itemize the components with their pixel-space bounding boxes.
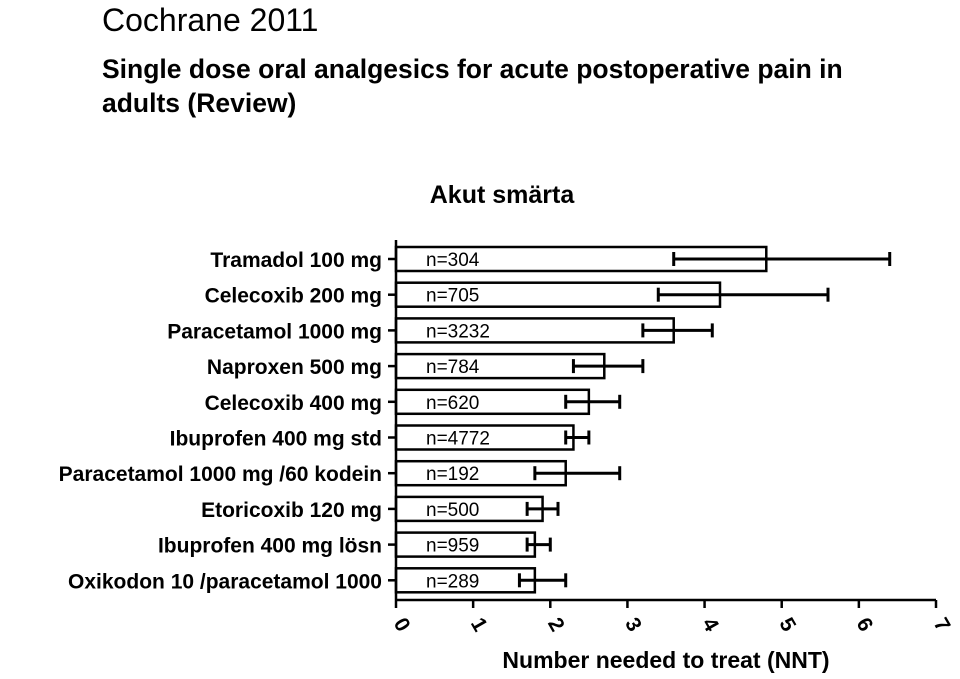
n-label: n=705	[426, 286, 479, 307]
category-label: Ibuprofen 400 mg std	[170, 428, 382, 451]
n-label: n=959	[426, 536, 479, 557]
category-label: Paracetamol 1000 mg /60 kodein	[59, 463, 382, 486]
n-label: n=304	[426, 250, 480, 271]
n-label: n=3232	[426, 321, 490, 342]
n-label: n=4772	[426, 429, 490, 450]
category-label: Celecoxib 200 mg	[205, 285, 382, 308]
n-label: n=784	[426, 357, 480, 378]
bar	[394, 352, 606, 380]
page-title: Cochrane 2011	[102, 2, 319, 38]
x-tick-label: 7	[929, 614, 955, 636]
category-label: Ibuprofen 400 mg lösn	[158, 535, 382, 558]
category-label: Tramadol 100 mg	[210, 249, 382, 272]
n-label: n=192	[426, 464, 479, 485]
x-tick-label: 3	[620, 614, 646, 636]
n-label: n=500	[426, 500, 479, 521]
n-label: n=289	[426, 571, 479, 592]
x-axis-label: Number needed to treat (NNT)	[502, 647, 829, 673]
category-label: Oxikodon 10 /paracetamol 1000	[68, 570, 382, 593]
bar	[394, 388, 591, 416]
x-tick-label: 1	[466, 614, 492, 636]
subtitle-line-2: adults (Review)	[102, 88, 297, 118]
category-label: Etoricoxib 120 mg	[201, 499, 382, 522]
x-tick-label: 2	[543, 614, 569, 636]
bar	[394, 495, 544, 523]
bar	[394, 567, 537, 594]
category-label: Celecoxib 400 mg	[205, 392, 382, 415]
bars-layer: Tramadol 100 mg n=304 Celecoxib 200 mg n=70…	[59, 245, 892, 594]
category-label: Paracetamol 1000 mg	[167, 320, 382, 343]
subtitle-line-1: Single dose oral analgesics for acute po…	[102, 54, 843, 84]
x-tick-label: 6	[852, 614, 878, 636]
x-tick-label: 4	[697, 614, 723, 636]
chart-title: Akut smärta	[430, 181, 576, 209]
category-label: Naproxen 500 mg	[207, 356, 382, 379]
x-tick-label: 5	[774, 614, 800, 636]
n-label: n=620	[426, 393, 479, 414]
x-tick-label: 0	[389, 614, 415, 636]
page-subtitle: Single dose oral analgesics for acute po…	[102, 52, 843, 120]
